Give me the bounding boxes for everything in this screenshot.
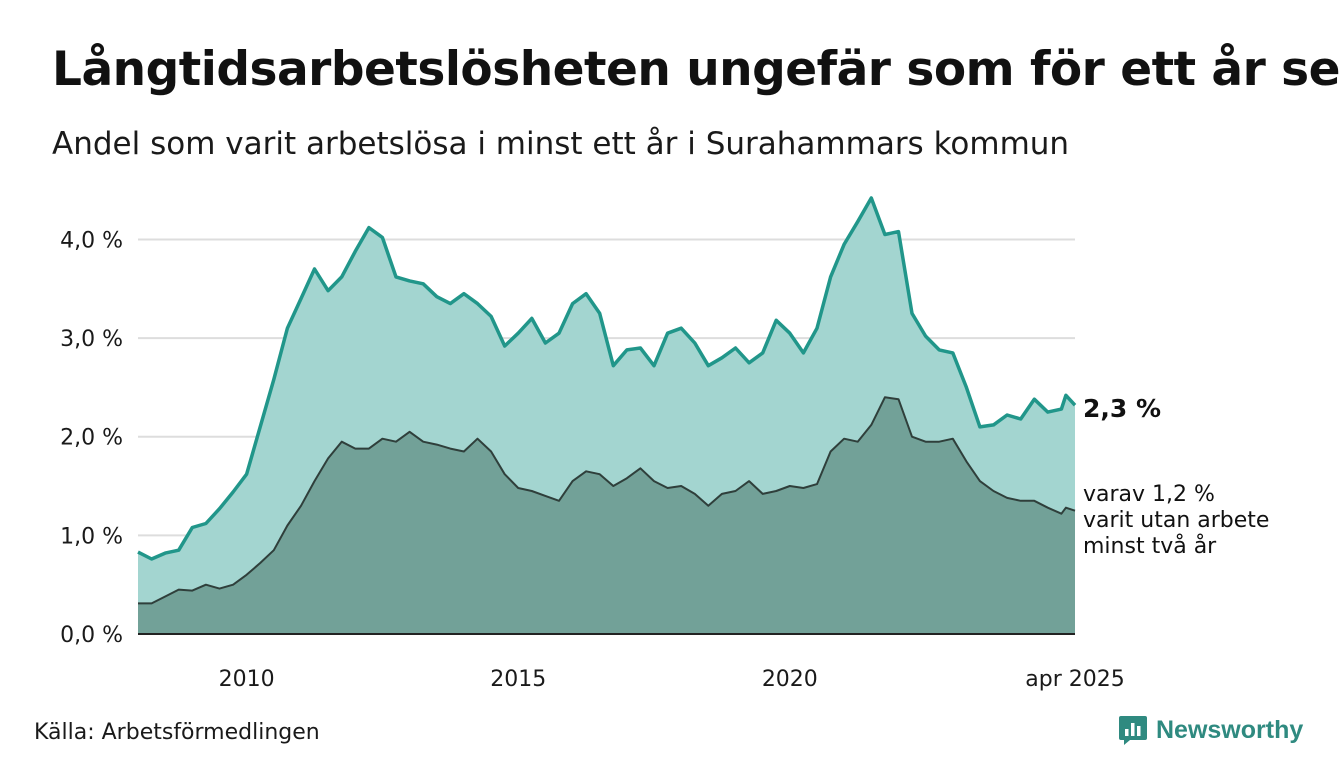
x-tick-label: 2020	[762, 667, 818, 692]
y-tick-label: 2,0 %	[60, 426, 123, 451]
sub-series-label-line-3: minst två år	[1083, 534, 1217, 559]
x-tick-label: 2010	[219, 667, 275, 692]
source-note: Källa: Arbetsförmedlingen	[34, 720, 320, 745]
brand-logo[interactable]: Newsworthy	[1118, 714, 1303, 746]
y-tick-label: 0,0 %	[60, 623, 123, 648]
y-tick-label: 1,0 %	[60, 524, 123, 549]
y-axis-tick-labels: 0,0 % 1,0 % 2,0 % 3,0 % 4,0 %	[60, 228, 123, 648]
y-tick-label: 4,0 %	[60, 228, 123, 253]
y-tick-label: 3,0 %	[60, 327, 123, 352]
series-1-line	[137, 196, 1077, 561]
x-tick-label: 2015	[490, 667, 546, 692]
brand-name: Newsworthy	[1156, 715, 1304, 744]
chart-title: Långtidsarbetslösheten ungefär som för e…	[52, 42, 1340, 97]
newsworthy-logo-icon	[1119, 716, 1147, 745]
chart-subtitle: Andel som varit arbetslösa i minst ett å…	[52, 126, 1070, 162]
x-axis-tick-labels: 2010 2015 2020 apr 2025	[219, 667, 1125, 692]
area-series	[137, 196, 1077, 635]
sub-series-label: varav 1,2 % varit utan arbete minst två …	[1083, 482, 1269, 560]
area-chart: 0,0 % 1,0 % 2,0 % 3,0 % 4,0 % 2010 2015 2020 ap…	[60, 196, 1125, 692]
x-tick-label: apr 2025	[1025, 667, 1124, 692]
series-2-area	[138, 397, 1075, 634]
sub-series-label-line-1: varav 1,2 %	[1083, 482, 1215, 507]
series-2-line	[138, 396, 1076, 605]
latest-value-label: 2,3 %	[1083, 394, 1162, 423]
sub-series-label-line-2: varit utan arbete	[1083, 508, 1270, 533]
